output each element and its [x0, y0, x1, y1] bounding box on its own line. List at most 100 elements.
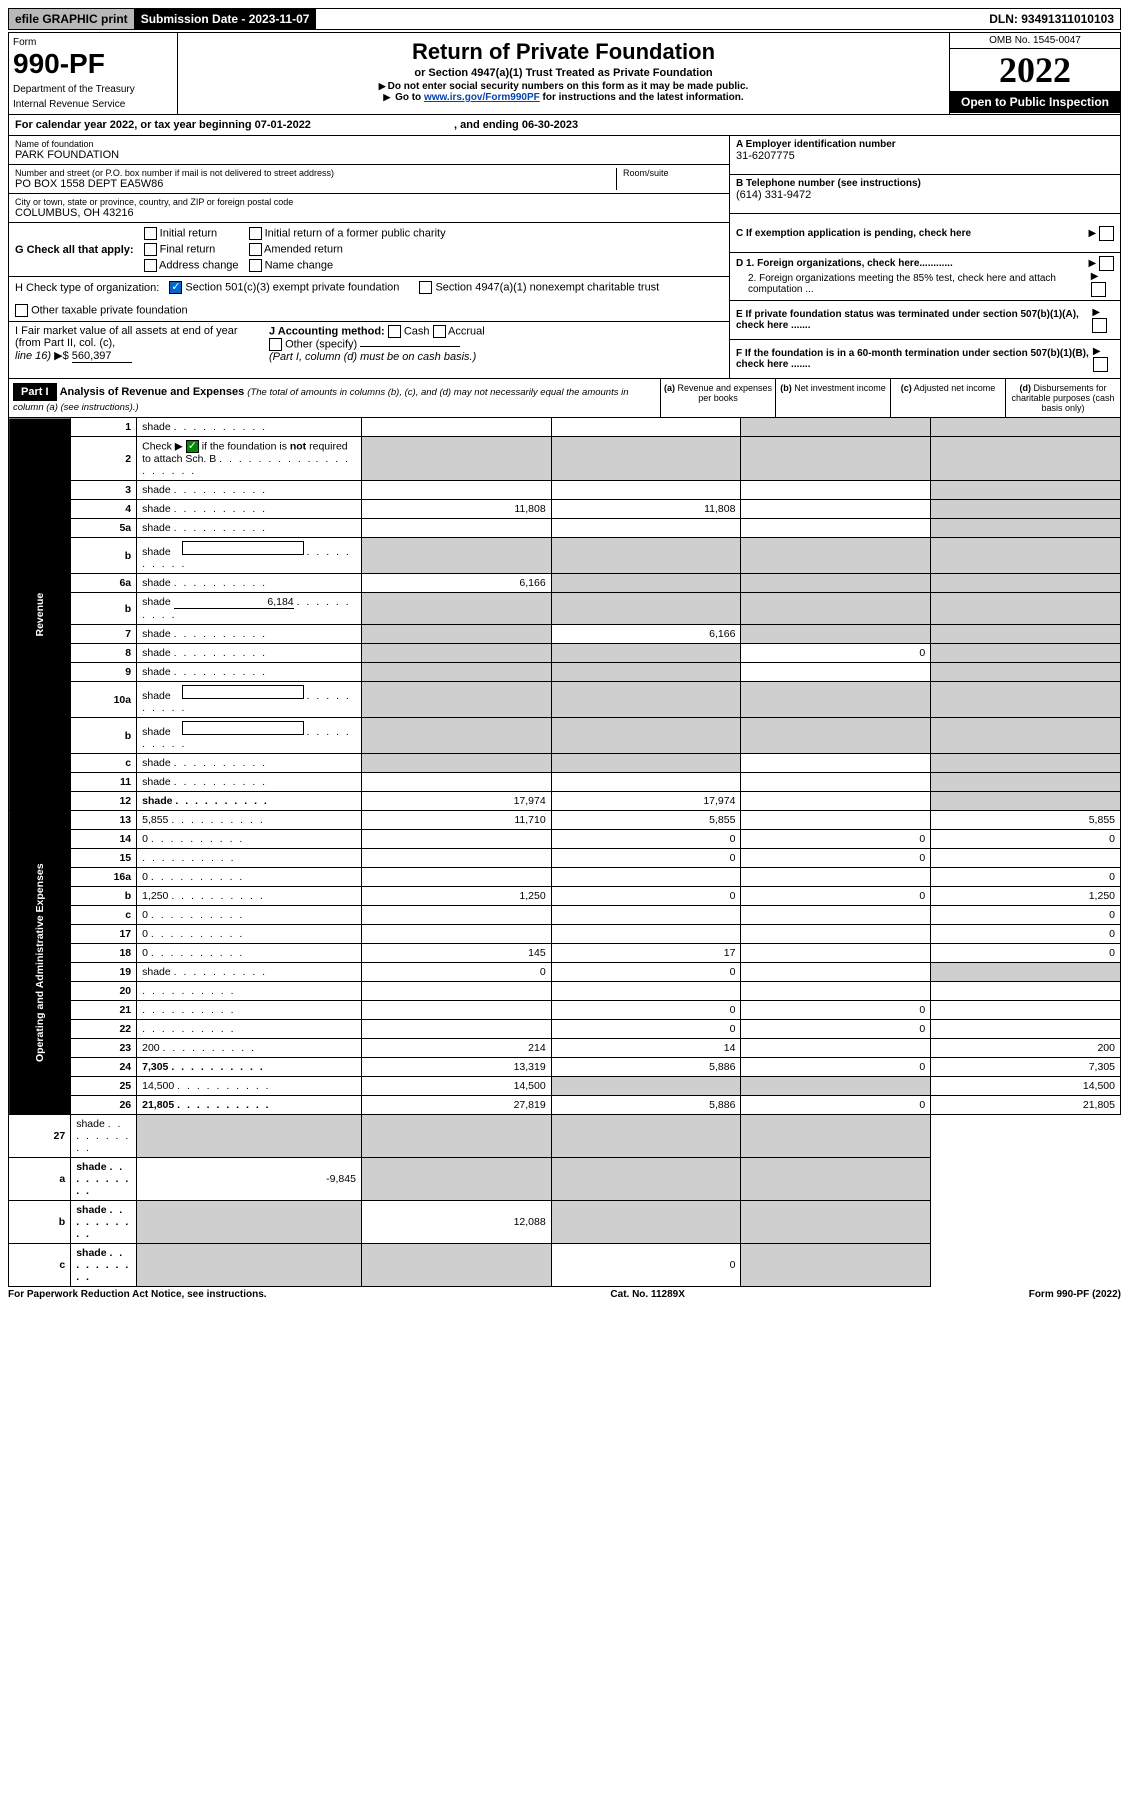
cb-box-e[interactable] [1092, 318, 1107, 333]
line-number: 27 [9, 1115, 71, 1158]
table-row: 9shade [9, 663, 1121, 682]
i-label1: I Fair market value of all assets at end… [15, 325, 238, 349]
j-note: (Part I, column (d) must be on cash basi… [269, 351, 476, 363]
city-value: COLUMBUS, OH 43216 [15, 207, 723, 219]
cell-value: 0 [741, 1001, 931, 1020]
cell-value [361, 519, 551, 538]
table-row: 4shade 11,80811,808 [9, 500, 1121, 519]
cell-value: 0 [551, 1020, 741, 1039]
cb-4947[interactable] [419, 281, 432, 294]
line-number: 24 [71, 1058, 137, 1077]
vtab-revenue: Revenue [9, 418, 71, 811]
footer-mid: Cat. No. 11289X [610, 1289, 684, 1300]
cb-name-change[interactable] [249, 259, 262, 272]
cell-shaded [931, 519, 1121, 538]
cell-shaded [931, 792, 1121, 811]
cell-value: 145 [361, 944, 551, 963]
cell-shaded [361, 682, 551, 718]
line-desc: shade [137, 663, 362, 682]
cell-shaded [361, 718, 551, 754]
cell-value [741, 906, 931, 925]
efile-button[interactable]: efile GRAPHIC print [9, 9, 135, 29]
cb-box-c[interactable] [1099, 226, 1114, 241]
cell-value [551, 773, 741, 792]
cb-initial-former[interactable] [249, 227, 262, 240]
line-desc [137, 982, 362, 1001]
cell-value [741, 754, 931, 773]
cell-shaded [361, 1244, 551, 1287]
line-number: c [71, 754, 137, 773]
phone-value: (614) 331-9472 [736, 189, 811, 201]
line-number: 8 [71, 644, 137, 663]
opt-501c3: Section 501(c)(3) exempt private foundat… [185, 281, 399, 293]
cell-value [551, 868, 741, 887]
cell-shaded [931, 418, 1121, 437]
box-d1-label: D 1. Foreign organizations, check here..… [736, 258, 953, 269]
cell-value [741, 868, 931, 887]
dept-treasury: Department of the Treasury [13, 84, 173, 95]
cb-amended[interactable] [249, 243, 262, 256]
table-row: cshade [9, 754, 1121, 773]
table-row: bshade [9, 718, 1121, 754]
table-row: bshade 6,184 [9, 593, 1121, 625]
line-number: 25 [71, 1077, 137, 1096]
cell-value: 214 [361, 1039, 551, 1058]
cell-value: 27,819 [361, 1096, 551, 1115]
address-label: Number and street (or P.O. box number if… [15, 168, 616, 178]
cell-value [741, 792, 931, 811]
line-number: 23 [71, 1039, 137, 1058]
opt-othertax: Other taxable private foundation [31, 304, 188, 316]
line-number: b [71, 538, 137, 574]
cb-address-change[interactable] [144, 259, 157, 272]
cb-501c3[interactable] [169, 281, 182, 294]
line-number: b [71, 718, 137, 754]
line-number: 19 [71, 963, 137, 982]
opt-namechange: Name change [265, 259, 334, 271]
cb-cash[interactable] [388, 325, 401, 338]
cell-shaded [551, 1158, 741, 1201]
instruction-2: Go to www.irs.gov/Form990PF for instruct… [184, 92, 943, 103]
line-desc: 200 [137, 1039, 362, 1058]
line-number: 7 [71, 625, 137, 644]
form-link[interactable]: www.irs.gov/Form990PF [424, 92, 540, 103]
line-number: 14 [71, 830, 137, 849]
cell-value: 0 [741, 830, 931, 849]
box-f-label: F If the foundation is in a 60-month ter… [736, 348, 1093, 370]
cell-shaded [551, 538, 741, 574]
cb-other-taxable[interactable] [15, 304, 28, 317]
line-desc: shade [71, 1201, 137, 1244]
top-bar: efile GRAPHIC print Submission Date - 20… [8, 8, 1121, 30]
cal-begin: 07-01-2022 [255, 119, 311, 131]
table-row: 16a0 0 [9, 868, 1121, 887]
table-row: c0 0 [9, 906, 1121, 925]
line-desc: shade [137, 773, 362, 792]
cell-value: 11,808 [551, 500, 741, 519]
line-desc: shade [137, 519, 362, 538]
cell-value: 6,166 [361, 574, 551, 593]
cb-schb[interactable] [186, 440, 199, 453]
cb-box-d1[interactable] [1099, 256, 1114, 271]
cb-final-return[interactable] [144, 243, 157, 256]
cb-other-method[interactable] [269, 338, 282, 351]
table-row: Operating and Administrative Expenses135… [9, 811, 1121, 830]
table-row: 2514,500 14,50014,500 [9, 1077, 1121, 1096]
opt-initial: Initial return [160, 227, 217, 239]
line-desc: shade [137, 574, 362, 593]
cell-shaded [741, 593, 931, 625]
cell-shaded [551, 1115, 741, 1158]
cb-box-f[interactable] [1093, 357, 1108, 372]
cell-shaded [361, 1115, 551, 1158]
table-row: ashade -9,845 [9, 1158, 1121, 1201]
cell-shaded [361, 625, 551, 644]
cell-value [741, 963, 931, 982]
line-number: 3 [71, 481, 137, 500]
cell-value: 12,088 [361, 1201, 551, 1244]
cb-box-d2[interactable] [1091, 282, 1106, 297]
form-label: Form [13, 37, 173, 48]
cb-initial-return[interactable] [144, 227, 157, 240]
line-number: c [9, 1244, 71, 1287]
opt-amended: Amended return [264, 243, 343, 255]
cell-shaded [931, 718, 1121, 754]
cb-accrual[interactable] [433, 325, 446, 338]
cell-value: 0 [931, 830, 1121, 849]
